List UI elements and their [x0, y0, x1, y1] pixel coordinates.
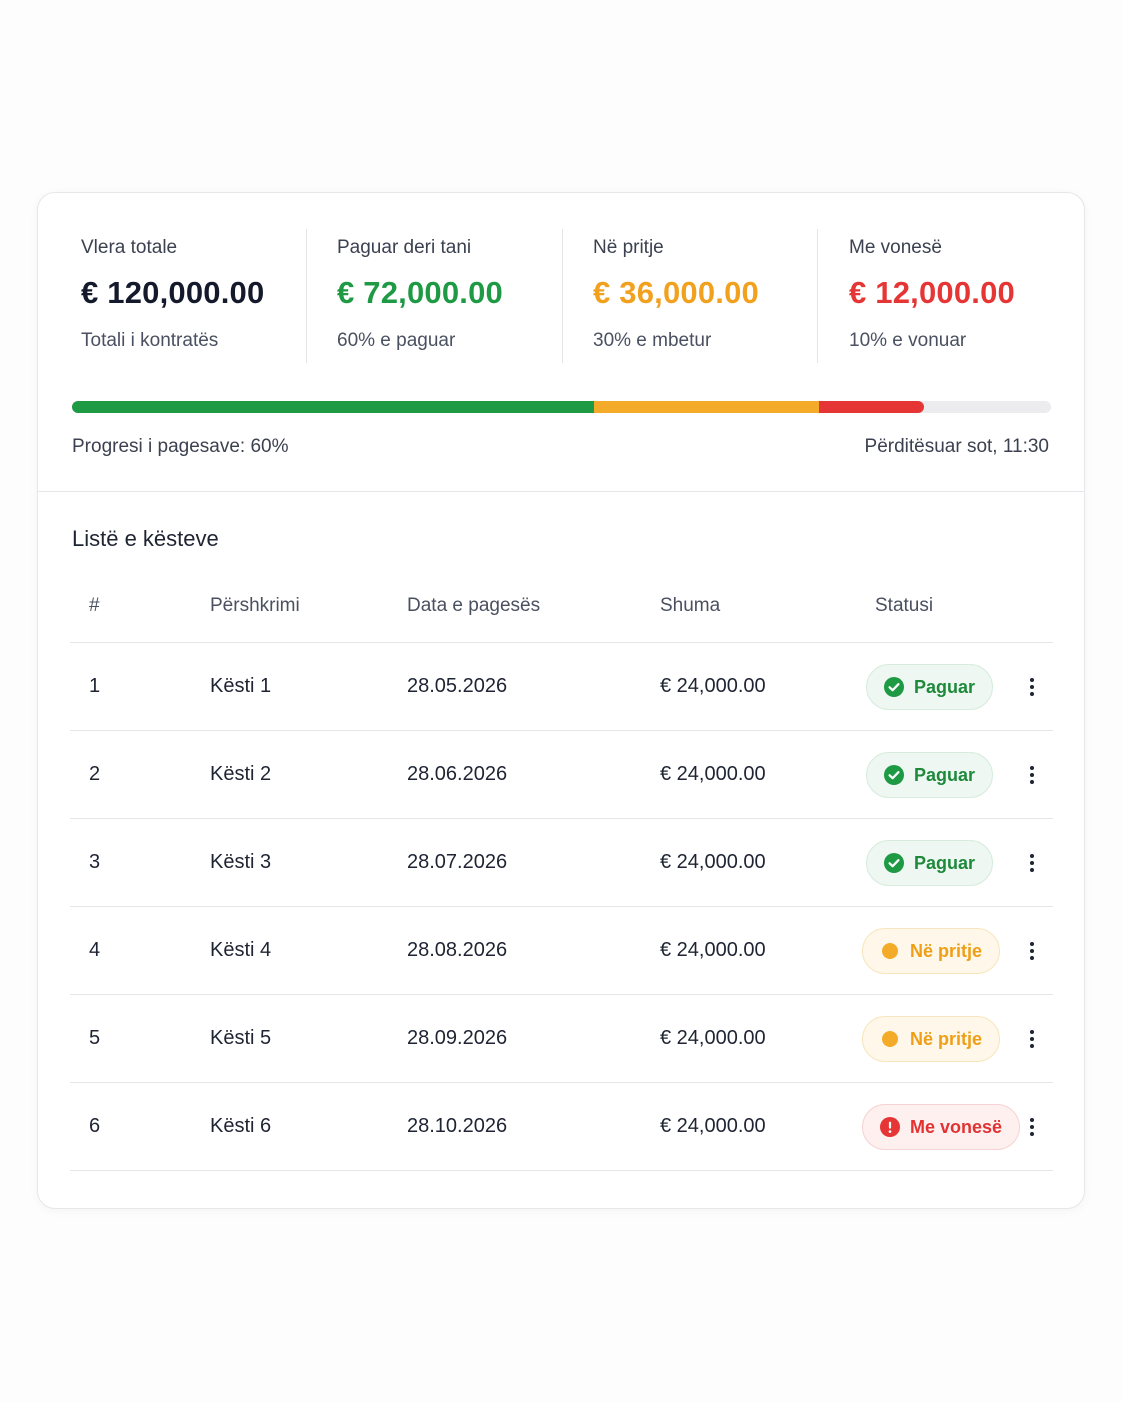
column-header-date: Data e pagesës: [407, 595, 541, 616]
dot-icon: [880, 1029, 900, 1049]
row-amount: € 24,000.00: [660, 1027, 766, 1049]
updated-timestamp: Përditësuar sot, 11:30: [864, 436, 1049, 457]
row-number: 4: [89, 939, 101, 961]
column-header-description: Përshkrimi: [210, 595, 300, 616]
payment-card: Vlera totale € 120,000.00 Totali i kontr…: [37, 192, 1085, 1209]
row-number: 3: [89, 851, 101, 873]
column-header-amount: Shuma: [660, 595, 721, 616]
stat-pending-value: € 36,000.00: [593, 275, 759, 310]
more-vertical-icon[interactable]: [1020, 1025, 1044, 1053]
table-row[interactable]: 1 Kësti 1 28.05.2026 € 24,000.00 Paguar: [70, 643, 1053, 731]
status-label: Paguar: [914, 764, 976, 785]
installments-title: Listë e kësteve: [72, 526, 219, 551]
column-header-number: #: [89, 595, 100, 616]
progress-label: Progresi i pagesave: 60%: [72, 436, 289, 457]
row-description: Kësti 5: [210, 1027, 272, 1049]
installments-table: # Përshkrimi Data e pagesës Shuma Status…: [70, 571, 1053, 1171]
stat-late: Me vonesë € 12,000.00 10% e vonuar: [849, 229, 1104, 363]
stat-pending-sub: 30% e mbetur: [593, 330, 712, 351]
status-label: Në pritje: [910, 1028, 983, 1049]
table-row[interactable]: 3 Kësti 3 28.07.2026 € 24,000.00 Paguar: [70, 819, 1053, 907]
stat-divider: [562, 229, 563, 363]
table-row[interactable]: 4 Kësti 4 28.08.2026 € 24,000.00 Në pritje: [70, 907, 1053, 995]
progress-segment-pending: [593, 401, 819, 413]
status-label: Në pritje: [910, 940, 983, 961]
row-amount: € 24,000.00: [660, 763, 766, 785]
status-label: Paguar: [914, 852, 976, 873]
stat-divider: [306, 229, 307, 363]
table-row[interactable]: 2 Kësti 2 28.06.2026 € 24,000.00 Paguar: [70, 731, 1053, 819]
row-date: 28.08.2026: [407, 939, 508, 961]
stat-divider: [817, 229, 818, 363]
row-number: 1: [89, 675, 101, 697]
stat-paid-sub: 60% e paguar: [337, 330, 456, 351]
row-date: 28.10.2026: [407, 1115, 508, 1137]
progress-segment-late: [818, 401, 924, 413]
status-badge: Paguar: [866, 664, 994, 710]
more-vertical-icon[interactable]: [1020, 849, 1044, 877]
stat-pending-label: Në pritje: [593, 237, 664, 258]
alert-circle-icon: [880, 1117, 900, 1137]
stat-total-label: Vlera totale: [81, 237, 178, 258]
row-date: 28.09.2026: [407, 1027, 508, 1049]
status-badge: Me vonesë: [862, 1104, 1021, 1150]
status-label: Paguar: [914, 676, 976, 697]
row-date: 28.07.2026: [407, 851, 508, 873]
more-vertical-icon[interactable]: [1020, 1113, 1044, 1141]
more-vertical-icon[interactable]: [1020, 761, 1044, 789]
row-description: Kësti 1: [210, 675, 272, 697]
stat-total-sub: Totali i kontratës: [81, 330, 219, 351]
row-number: 6: [89, 1115, 101, 1137]
stat-pending: Në pritje € 36,000.00 30% e mbetur: [593, 229, 848, 363]
row-amount: € 24,000.00: [660, 675, 766, 697]
stat-paid-label: Paguar deri tani: [337, 237, 472, 258]
status-badge: Në pritje: [862, 928, 1001, 974]
table-header: # Përshkrimi Data e pagesës Shuma Status…: [70, 571, 1053, 643]
more-vertical-icon[interactable]: [1020, 937, 1044, 965]
check-circle-icon: [884, 853, 904, 873]
table-body: 1 Kësti 1 28.05.2026 € 24,000.00 Paguar 2 Këst…: [70, 643, 1053, 1171]
row-date: 28.05.2026: [407, 675, 508, 697]
table-row[interactable]: 6 Kësti 6 28.10.2026 € 24,000.00 Me vonesë: [70, 1083, 1053, 1171]
row-description: Kësti 6: [210, 1115, 272, 1137]
row-description: Kësti 2: [210, 763, 272, 785]
row-description: Kësti 4: [210, 939, 272, 961]
stat-paid-value: € 72,000.00: [337, 275, 503, 310]
stat-late-label: Me vonesë: [849, 237, 942, 258]
more-vertical-icon[interactable]: [1020, 673, 1044, 701]
progress-segment-paid: [72, 401, 594, 413]
table-row[interactable]: 5 Kësti 5 28.09.2026 € 24,000.00 Në pritje: [70, 995, 1053, 1083]
row-date: 28.06.2026: [407, 763, 508, 785]
summary-stats: Vlera totale € 120,000.00 Totali i kontr…: [38, 229, 1084, 363]
stat-late-sub: 10% e vonuar: [849, 330, 967, 351]
status-label: Me vonesë: [910, 1116, 1003, 1137]
stat-paid: Paguar deri tani € 72,000.00 60% e pagua…: [337, 229, 592, 363]
row-amount: € 24,000.00: [660, 1115, 766, 1137]
stat-total-value: € 120,000.00: [81, 275, 265, 310]
section-divider: [38, 491, 1084, 492]
row-amount: € 24,000.00: [660, 939, 766, 961]
payment-progress-bar: [72, 401, 1051, 413]
check-circle-icon: [884, 677, 904, 697]
stat-late-value: € 12,000.00: [849, 275, 1015, 310]
stat-total: Vlera totale € 120,000.00 Totali i kontr…: [81, 229, 336, 363]
row-number: 5: [89, 1027, 101, 1049]
row-description: Kësti 3: [210, 851, 272, 873]
status-badge: Paguar: [866, 752, 994, 798]
row-number: 2: [89, 763, 101, 785]
check-circle-icon: [884, 765, 904, 785]
status-badge: Në pritje: [862, 1016, 1001, 1062]
row-amount: € 24,000.00: [660, 851, 766, 873]
status-badge: Paguar: [866, 840, 994, 886]
dot-icon: [880, 941, 900, 961]
column-header-status: Statusi: [875, 595, 934, 616]
